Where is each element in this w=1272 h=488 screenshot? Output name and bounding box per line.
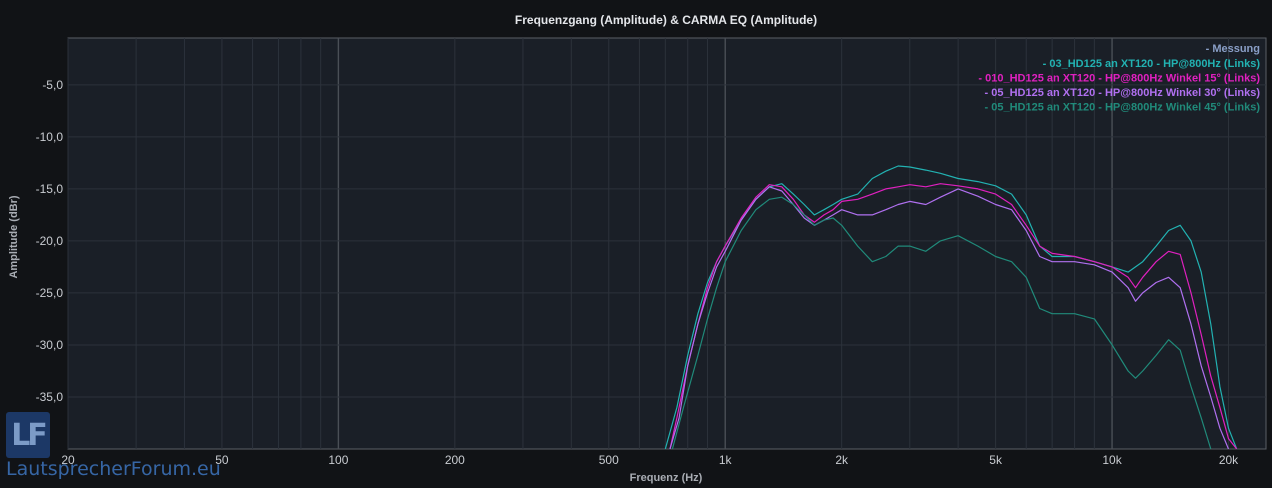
x-tick-label: 50	[215, 453, 229, 467]
legend-entry-2: - 010_HD125 an XT120 - HP@800Hz Winkel 1…	[978, 73, 1260, 85]
legend-header: - Messung	[1206, 43, 1260, 55]
x-tick-label: 100	[328, 453, 348, 467]
series-line-4	[671, 196, 1212, 449]
x-tick-label: 10k	[1102, 453, 1122, 467]
grid	[67, 38, 1266, 449]
x-tick-label: 500	[599, 453, 619, 467]
x-tick-label: 2k	[835, 453, 849, 467]
series-lines	[664, 165, 1238, 449]
legend-entry-1: - 03_HD125 an XT120 - HP@800Hz (Links)	[1043, 58, 1261, 70]
forum-logo: LF	[6, 412, 50, 458]
forum-watermark-text: LautsprecherForum.eu	[6, 458, 221, 480]
x-tick-label: 1k	[719, 453, 733, 467]
legend-entry-4: - 05_HD125 an XT120 - HP@800Hz Winkel 45…	[985, 102, 1261, 114]
y-tick-label: -10,0	[36, 130, 64, 144]
series-line-3	[669, 186, 1230, 449]
plot-area	[67, 37, 1267, 450]
y-tick-label: -30,0	[36, 338, 64, 352]
x-tick-label: 20k	[1219, 453, 1239, 467]
legend-entry-3: - 05_HD125 an XT120 - HP@800Hz Winkel 30…	[985, 87, 1261, 99]
chart-title: Frequenzgang (Amplitude) & CARMA EQ (Amp…	[515, 13, 817, 27]
x-tick-label: 20	[61, 453, 75, 467]
x-tick-label: 200	[445, 453, 465, 467]
y-tick-label: -15,0	[36, 182, 64, 196]
y-axis-title: Amplitude (dBr)	[8, 195, 20, 278]
x-tick-label: 5k	[989, 453, 1003, 467]
axis-ticks: 20 50 100 200 500 1k 2k 5k 10k 20k -5,0 -10,0 -15,0 -…	[36, 78, 1240, 467]
y-tick-label: -20,0	[36, 234, 64, 248]
x-axis-title: Frequenz (Hz)	[630, 472, 703, 484]
y-tick-label: -25,0	[36, 286, 64, 300]
legend: - Messung - 03_HD125 an XT120 - HP@800Hz…	[978, 43, 1260, 114]
y-tick-label: -5,0	[42, 78, 63, 92]
y-tick-label: -35,0	[36, 390, 64, 404]
series-line-2	[669, 183, 1238, 449]
